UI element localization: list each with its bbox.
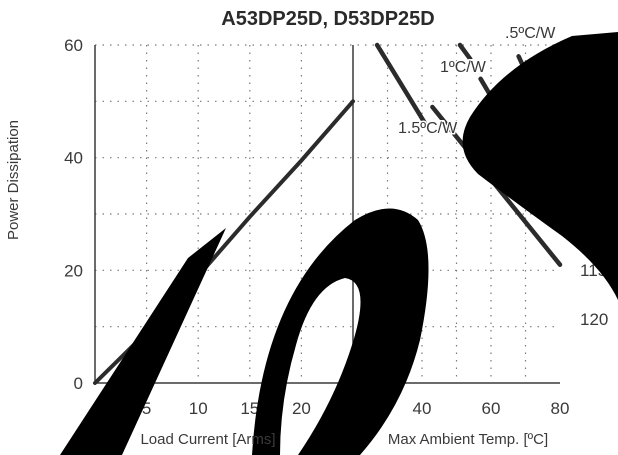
thermal-resistance-line: [374, 42, 428, 127]
series-label: 1.5ºC/W: [398, 120, 458, 137]
y-axis-label: Power Dissipation: [5, 120, 22, 240]
decorative-overlay: [60, 32, 618, 455]
y-tick-labels: 0 20 40 60: [64, 36, 83, 393]
left-x-axis-label: Load Current [Arms]: [140, 431, 275, 448]
y-tick-label: 0: [74, 374, 83, 393]
series-label: .5ºC/W: [505, 25, 556, 42]
right-x-tick-label: 40: [413, 399, 432, 418]
y-tick-label: 60: [64, 36, 83, 55]
series-label: 1ºC/W: [440, 59, 487, 76]
left-x-tick-label: 10: [189, 399, 208, 418]
left-x-tick-label: 20: [292, 399, 311, 418]
chart-title: A53DP25D, D53DP25D: [221, 8, 434, 30]
y-tick-label: 40: [64, 149, 83, 168]
right-x-tick-label: 60: [482, 399, 501, 418]
overlay-letter-shape-2: [252, 208, 429, 455]
left-x-tick-label: 15: [240, 399, 259, 418]
thermal-resistance-line: [457, 42, 473, 62]
series-labels: 1.5ºC/W 1ºC/W .5ºC/W: [397, 24, 558, 139]
overlay-letter-shape-3: [462, 32, 618, 300]
right-x-tick-label: 80: [551, 399, 570, 418]
left-x-tick-label: 5: [142, 399, 151, 418]
secondary-tick-label: 120: [580, 310, 608, 329]
load-current-curve: [93, 99, 355, 385]
right-x-axis-label: Max Ambient Temp. [ºC]: [388, 431, 548, 448]
overlay-letter-shape-1: [60, 228, 226, 455]
y-tick-label: 20: [64, 261, 83, 280]
